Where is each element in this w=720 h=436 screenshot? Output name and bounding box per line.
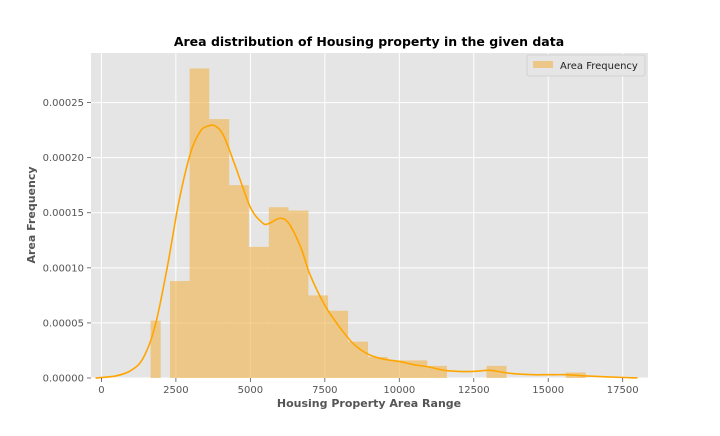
histogram-bar-9 [328,310,349,378]
x-axis-ticks: 0 2500 5000 7500 10000 12500 15000 17500 [98,378,639,396]
histogram-bar-7 [288,210,309,378]
legend-label: Area Frequency [560,61,638,72]
histogram-bar-1 [169,281,190,378]
legend-swatch [533,61,553,68]
x-tick-label-1: 2500 [163,385,188,396]
x-tick-label-6: 15000 [532,385,564,396]
histogram-bar-0 [150,320,161,378]
histogram-bar-11 [368,357,388,378]
kde-curve-layer [95,124,638,379]
histogram-bar-5 [248,246,269,378]
y-tick-label-3: 0.00015 [43,208,84,219]
y-axis-label: Area Frequency [25,166,38,263]
kde-curve [95,124,638,379]
histogram-bar-8 [308,295,329,378]
y-tick-label-2: 0.00010 [43,263,84,274]
chart-title: Area distribution of Housing property in… [174,34,564,49]
histogram-bars [150,68,586,379]
y-axis-ticks: 0.00000 0.00005 0.00010 0.00015 0.00020 0.000… [43,98,91,385]
histogram-bar-2 [189,68,210,378]
x-tick-label-7: 17500 [607,385,639,396]
x-tick-label-2: 5000 [238,385,263,396]
histogram-bar-6 [268,207,289,378]
histogram-bar-12 [387,360,408,378]
y-tick-label-0: 0.00000 [43,374,84,385]
legend-box [526,54,646,77]
histogram-bar-4 [229,185,249,378]
y-tick-label-4: 0.00020 [43,153,84,164]
x-tick-label-3: 7500 [312,385,337,396]
legend: Area Frequency [526,54,646,77]
y-tick-label-1: 0.00005 [43,318,84,329]
y-tick-label-5: 0.00025 [43,98,84,109]
histogram-bar-3 [209,119,230,379]
histogram-bar-13 [407,360,428,378]
x-axis-label: Housing Property Area Range [277,397,461,410]
x-tick-label-0: 0 [98,385,104,396]
x-tick-label-4: 10000 [383,385,415,396]
x-tick-label-5: 12500 [458,385,490,396]
histogram-bar-14 [427,365,447,378]
